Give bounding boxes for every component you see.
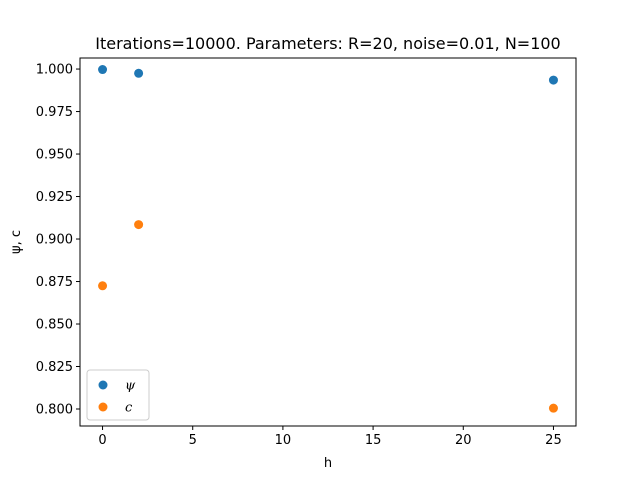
data-point-series-2 [548, 403, 558, 413]
y-tick-label: 0.950 [36, 148, 73, 163]
y-tick-label: 0.900 [36, 233, 73, 248]
y-axis-label: ψ, c [9, 230, 24, 254]
data-point-series-1 [98, 65, 108, 75]
y-tick-label: 0.825 [36, 360, 73, 375]
x-tick-label: 15 [365, 433, 382, 448]
legend-label: c [125, 401, 133, 416]
x-tick-label: 5 [189, 433, 197, 448]
legend-label: ψ [125, 379, 136, 394]
data-point-series-1 [134, 68, 144, 78]
legend-box [86, 369, 150, 421]
legend-marker [98, 402, 108, 412]
y-tick-label: 0.800 [36, 403, 73, 418]
y-tick-label: 0.925 [36, 190, 73, 205]
legend-marker [98, 380, 108, 390]
data-point-series-1 [548, 75, 558, 85]
data-point-series-2 [134, 220, 144, 230]
y-tick-label: 1.000 [36, 63, 73, 78]
y-tick-label: 0.850 [36, 318, 73, 333]
x-tick-label: 0 [98, 433, 106, 448]
x-tick-label: 10 [275, 433, 292, 448]
x-axis-label: h [324, 456, 332, 471]
y-tick-label: 0.875 [36, 275, 73, 290]
x-tick-label: 20 [455, 433, 472, 448]
legend: ψc [86, 369, 150, 421]
x-tick-label: 25 [545, 433, 562, 448]
plot-area: 0 5 10 15 20 25 0.800 0.825 0.850 0.875 0.900 0.925… [36, 57, 577, 448]
data-point-series-2 [98, 281, 108, 291]
y-tick-label: 0.975 [36, 105, 73, 120]
chart-title: Iterations=10000. Parameters: R=20, nois… [95, 34, 560, 53]
axes-frame [79, 57, 577, 427]
